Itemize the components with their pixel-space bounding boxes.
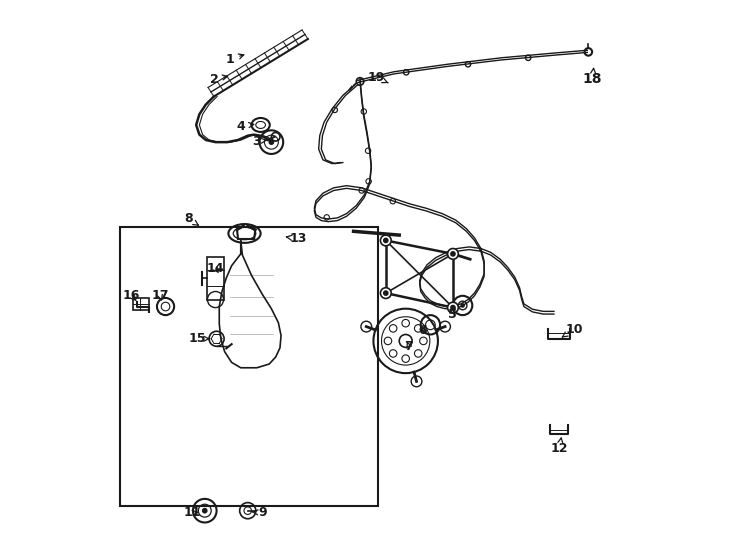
Circle shape [380,235,391,246]
Text: 12: 12 [550,438,568,455]
Text: 16: 16 [123,289,140,302]
Circle shape [380,288,391,299]
Text: 14: 14 [207,262,225,275]
Text: 8: 8 [184,212,198,226]
Circle shape [384,238,388,242]
Text: 17: 17 [151,289,169,302]
Text: 2: 2 [209,73,228,86]
Bar [134,299,150,310]
Text: 7: 7 [404,340,413,353]
Text: 4: 4 [236,119,254,132]
Circle shape [203,509,207,513]
Text: 19: 19 [368,71,388,84]
Text: 1: 1 [225,53,244,66]
Circle shape [451,252,455,256]
Circle shape [384,291,388,295]
Bar [208,256,224,300]
Text: 6: 6 [418,323,426,336]
Text: 15: 15 [189,332,209,345]
Text: 13: 13 [286,232,307,245]
Circle shape [269,140,274,144]
Circle shape [448,248,458,259]
Text: 5: 5 [448,308,457,321]
Circle shape [461,304,464,307]
Text: 10: 10 [562,322,583,337]
Bar [120,227,378,507]
Text: 18: 18 [583,68,603,86]
Text: 3: 3 [252,134,267,147]
Text: 9: 9 [252,507,266,519]
Circle shape [451,306,455,310]
Text: 11: 11 [184,507,201,519]
Circle shape [448,302,458,313]
